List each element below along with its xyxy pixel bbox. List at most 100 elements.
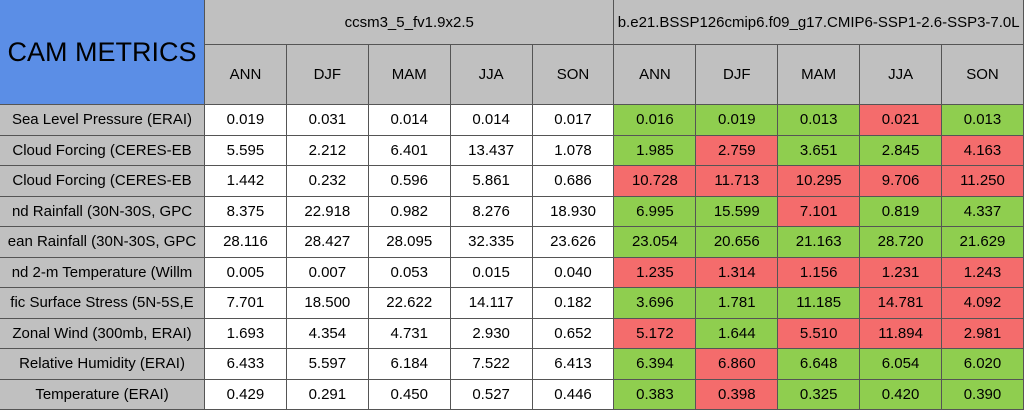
metric-value: 0.017 [532, 105, 615, 136]
metric-value: 11.185 [778, 288, 861, 319]
metric-value: 1.693 [205, 318, 287, 349]
group-header: b.e21.BSSP126cmip6.f09_g17.CMIP6-SSP1-2.… [614, 0, 1024, 45]
metric-value: 0.015 [450, 257, 533, 288]
metric-value: 10.295 [778, 166, 861, 197]
metric-value: 7.101 [778, 196, 861, 227]
metric-value: 0.652 [532, 318, 615, 349]
metric-value: 6.394 [614, 349, 697, 380]
metric-value: 1.235 [614, 257, 697, 288]
metric-value: 6.995 [614, 196, 697, 227]
metric-value: 10.728 [614, 166, 697, 197]
metric-value: 4.354 [286, 318, 369, 349]
season-header: MAM [368, 45, 451, 105]
metric-value: 0.819 [860, 196, 943, 227]
metric-value: 0.007 [286, 257, 369, 288]
metric-value: 2.759 [696, 135, 779, 166]
metric-value: 0.019 [696, 105, 779, 136]
metric-value: 20.656 [696, 227, 779, 258]
row-label: Cloud Forcing (CERES-EB [0, 166, 205, 197]
metric-value: 18.930 [532, 196, 615, 227]
metric-value: 9.706 [860, 166, 943, 197]
metric-value: 8.276 [450, 196, 533, 227]
season-header: ANN [205, 45, 287, 105]
metric-value: 6.860 [696, 349, 779, 380]
metric-value: 1.644 [696, 318, 779, 349]
metric-value: 5.172 [614, 318, 697, 349]
metric-value: 0.450 [368, 379, 451, 410]
row-label: fic Surface Stress (5N-5S,E [0, 288, 205, 319]
metric-value: 0.182 [532, 288, 615, 319]
row-label: nd Rainfall (30N-30S, GPC [0, 196, 205, 227]
metric-value: 4.163 [942, 135, 1024, 166]
metric-value: 4.337 [942, 196, 1024, 227]
metric-value: 23.626 [532, 227, 615, 258]
metric-value: 14.781 [860, 288, 943, 319]
metric-value: 5.510 [778, 318, 861, 349]
metric-value: 32.335 [450, 227, 533, 258]
metric-value: 0.021 [860, 105, 943, 136]
title-cell: CAM METRICS [0, 0, 205, 105]
metric-value: 0.527 [450, 379, 533, 410]
metric-value: 1.078 [532, 135, 615, 166]
metric-value: 0.420 [860, 379, 943, 410]
metric-value: 0.014 [450, 105, 533, 136]
metric-value: 21.629 [942, 227, 1024, 258]
metric-value: 2.981 [942, 318, 1024, 349]
metric-value: 0.013 [942, 105, 1024, 136]
metric-value: 0.005 [205, 257, 287, 288]
metric-value: 22.918 [286, 196, 369, 227]
metric-value: 6.401 [368, 135, 451, 166]
metric-value: 5.595 [205, 135, 287, 166]
season-header: JJA [450, 45, 533, 105]
metric-value: 0.429 [205, 379, 287, 410]
metric-value: 0.446 [532, 379, 615, 410]
metric-value: 3.696 [614, 288, 697, 319]
metric-value: 13.437 [450, 135, 533, 166]
metric-value: 0.019 [205, 105, 287, 136]
season-header: DJF [286, 45, 369, 105]
metric-value: 1.243 [942, 257, 1024, 288]
metric-value: 1.985 [614, 135, 697, 166]
metric-value: 0.013 [778, 105, 861, 136]
metric-value: 0.016 [614, 105, 697, 136]
metric-value: 28.095 [368, 227, 451, 258]
metric-value: 1.314 [696, 257, 779, 288]
metric-value: 23.054 [614, 227, 697, 258]
metric-value: 0.982 [368, 196, 451, 227]
metric-value: 2.845 [860, 135, 943, 166]
season-header: MAM [778, 45, 861, 105]
metric-value: 22.622 [368, 288, 451, 319]
metric-value: 7.701 [205, 288, 287, 319]
metric-value: 0.325 [778, 379, 861, 410]
metric-value: 0.014 [368, 105, 451, 136]
row-label: Cloud Forcing (CERES-EB [0, 135, 205, 166]
metric-value: 14.117 [450, 288, 533, 319]
metric-value: 21.163 [778, 227, 861, 258]
metric-value: 0.291 [286, 379, 369, 410]
metric-value: 6.433 [205, 349, 287, 380]
metric-value: 4.731 [368, 318, 451, 349]
metric-value: 3.651 [778, 135, 861, 166]
group-header: ccsm3_5_fv1.9x2.5 [205, 0, 615, 45]
metric-value: 18.500 [286, 288, 369, 319]
metric-value: 0.596 [368, 166, 451, 197]
metric-value: 7.522 [450, 349, 533, 380]
metric-value: 15.599 [696, 196, 779, 227]
season-header: ANN [614, 45, 697, 105]
metric-value: 11.250 [942, 166, 1024, 197]
metric-value: 6.648 [778, 349, 861, 380]
metric-value: 0.232 [286, 166, 369, 197]
row-label: Temperature (ERAI) [0, 379, 205, 410]
metric-value: 1.156 [778, 257, 861, 288]
metric-value: 0.031 [286, 105, 369, 136]
row-label: nd 2-m Temperature (Willm [0, 257, 205, 288]
season-header: SON [942, 45, 1024, 105]
season-header: JJA [860, 45, 943, 105]
metric-value: 11.713 [696, 166, 779, 197]
metric-value: 2.930 [450, 318, 533, 349]
metric-value: 0.390 [942, 379, 1024, 410]
metric-value: 4.092 [942, 288, 1024, 319]
row-label: ean Rainfall (30N-30S, GPC [0, 227, 205, 258]
metric-value: 0.053 [368, 257, 451, 288]
